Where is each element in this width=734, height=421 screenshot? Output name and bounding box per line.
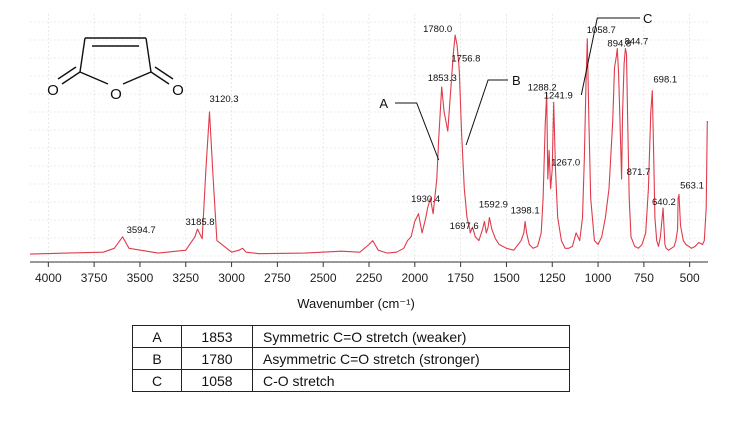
peak-label: 1241.9 xyxy=(544,90,573,101)
oxygen-atom-ring: O xyxy=(110,86,122,103)
x-tick-label: 2250 xyxy=(356,271,383,285)
assignment-row: B 1780 Asymmetric C=O stretch (stronger) xyxy=(132,347,570,370)
x-tick-label: 3750 xyxy=(81,271,108,285)
x-tick-label: 3250 xyxy=(172,271,199,285)
peak-label: 894.8 xyxy=(607,39,631,50)
peak-label: 1930.4 xyxy=(411,194,440,205)
peak-label: 3185.8 xyxy=(186,217,215,228)
assignment-description: Symmetric C=O stretch (weaker) xyxy=(252,325,570,348)
ir-spectrum-chart: 4000 3750 3500 3250 3000 2750 2500 2250 2000 1750… xyxy=(29,11,708,311)
callouts: A B C xyxy=(379,11,652,161)
assignment-description: C-O stretch xyxy=(252,369,570,392)
peak-label: 1697.6 xyxy=(450,221,479,232)
assignment-description: Asymmetric C=O stretch (stronger) xyxy=(252,347,570,370)
peak-label: 1853.3 xyxy=(428,73,457,84)
assignment-wavenumber: 1853 xyxy=(181,325,253,348)
peak-label: 563.1 xyxy=(680,181,704,192)
callout-letter: B xyxy=(512,73,521,88)
peak-label: 1058.7 xyxy=(587,25,616,36)
x-tick-label: 2500 xyxy=(310,271,337,285)
peak-label: 698.1 xyxy=(653,75,677,86)
x-tick-label: 3500 xyxy=(127,271,154,285)
x-tick-label: 2000 xyxy=(401,271,428,285)
x-tick-label: 2750 xyxy=(264,271,291,285)
oxygen-atom-left: O xyxy=(47,82,59,99)
peak-assignment-table: A 1853 Symmetric C=O stretch (weaker) B 1780… xyxy=(132,325,570,392)
assignment-wavenumber: 1058 xyxy=(181,369,253,392)
assignment-letter: C xyxy=(132,369,182,392)
peak-label: 844.7 xyxy=(625,37,649,48)
callout-leader-line xyxy=(580,17,640,96)
callout-leader-line xyxy=(465,79,508,146)
peak-label: 1288.2 xyxy=(528,83,557,94)
oxygen-atom-right: O xyxy=(172,82,184,99)
assignment-row: C 1058 C-O stretch xyxy=(132,369,570,392)
x-tick-label: 1000 xyxy=(585,271,612,285)
peak-label: 1398.1 xyxy=(511,205,540,216)
peak-label: 871.7 xyxy=(627,167,651,178)
callout-letter: A xyxy=(379,96,388,111)
peak-label: 1756.8 xyxy=(451,53,480,64)
callout-leader-line xyxy=(395,102,440,161)
x-tick-label: 500 xyxy=(680,271,700,285)
assignment-wavenumber: 1780 xyxy=(181,347,253,370)
peak-label: 1592.9 xyxy=(479,200,508,211)
peak-labels: 3594.7 3185.8 3120.3 1930.4 1853.3 1780.0 1756… xyxy=(127,24,704,236)
callout-letter: C xyxy=(643,11,652,26)
x-tick-label: 1500 xyxy=(493,271,520,285)
x-tick-label: 3000 xyxy=(218,271,245,285)
x-axis-title: Wavenumber (cm⁻¹) xyxy=(297,296,415,311)
peak-label: 3594.7 xyxy=(127,225,156,236)
peak-label: 640.2 xyxy=(652,197,676,208)
peak-label: 1267.0 xyxy=(551,158,580,169)
grid xyxy=(30,14,708,262)
x-axis-ticks: 4000 3750 3500 3250 3000 2750 2500 2250 2000 1750… xyxy=(35,262,700,285)
spectrum-line xyxy=(29,34,708,255)
assignment-letter: A xyxy=(132,325,182,348)
x-tick-label: 750 xyxy=(634,271,654,285)
assignment-letter: B xyxy=(132,347,182,370)
peak-label: 1780.0 xyxy=(423,24,452,35)
assignment-table-body: A 1853 Symmetric C=O stretch (weaker) B 1780… xyxy=(132,325,570,392)
assignment-row: A 1853 Symmetric C=O stretch (weaker) xyxy=(132,325,570,348)
x-tick-label: 4000 xyxy=(35,271,62,285)
x-tick-label: 1750 xyxy=(447,271,474,285)
peak-label: 3120.3 xyxy=(210,94,239,105)
maleic-anhydride-structure-icon xyxy=(57,37,174,85)
x-tick-label: 1250 xyxy=(539,271,566,285)
